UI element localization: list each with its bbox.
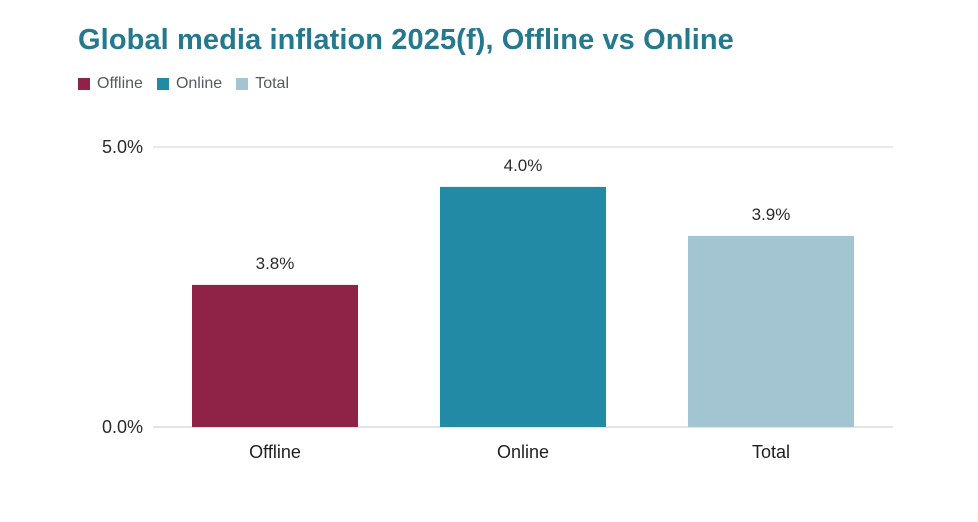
y-tick-label-bottom: 0.0% [102,417,143,437]
bar-offline [192,284,358,427]
chart-title: Global media inflation 2025(f), Offline … [78,24,734,56]
data-label-offline: 3.8% [256,254,295,273]
legend-label-online: Online [175,75,223,92]
legend-swatch-total [236,78,249,90]
legend: Offline Online Total [78,75,303,93]
legend-label-offline: Offline [97,75,143,92]
bar-total [688,235,854,427]
legend-item-online: Online [156,75,223,93]
x-tick-label-online: Online [497,442,549,462]
data-label-total: 3.9% [752,205,791,224]
legend-swatch-offline [78,78,90,90]
bars-group: 3.8% Offline 4.0% Online 3.9% Total [192,156,854,462]
bar-online [440,186,606,427]
data-label-online: 4.0% [504,156,543,175]
legend-label-total: Total [255,75,289,92]
x-tick-label-offline: Offline [249,442,301,462]
y-tick-label-top: 5.0% [102,137,143,157]
legend-swatch-online [156,78,169,90]
x-tick-label-total: Total [752,442,790,462]
legend-item-offline: Offline [78,75,143,93]
legend-item-total: Total [236,75,289,93]
